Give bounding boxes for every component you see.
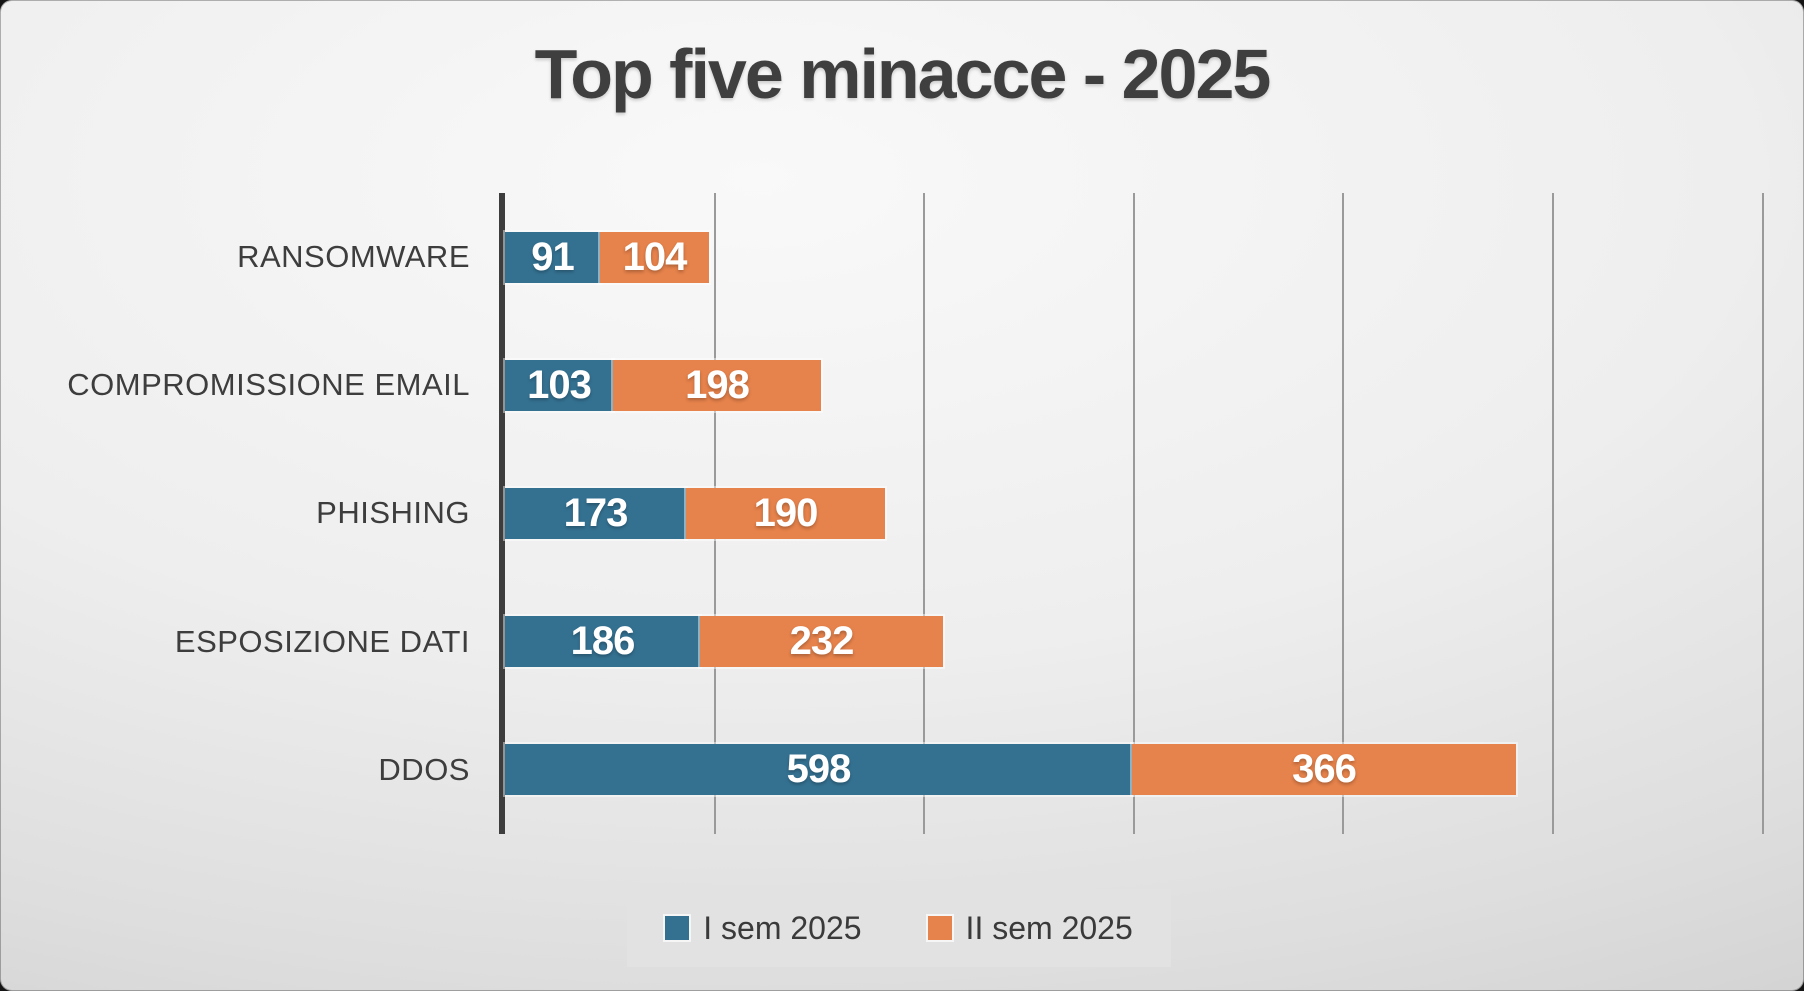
- legend-item-ii-sem-2025: II sem 2025: [925, 909, 1133, 947]
- category-label-text: PHISHING: [316, 495, 470, 530]
- category-label: RANSOMWARE: [0, 193, 470, 321]
- category-label: COMPROMISSIONE EMAIL: [0, 321, 470, 449]
- category-label: DDOS: [0, 706, 470, 834]
- bar-value-label: 190: [753, 491, 819, 535]
- gridline: [923, 193, 925, 834]
- category-label-text: ESPOSIZIONE DATI: [174, 624, 470, 659]
- bar-segment: 232: [698, 614, 945, 669]
- bar-value-label: 103: [527, 363, 592, 407]
- legend-swatch-ii-sem-2025-icon: [925, 914, 954, 942]
- bar-value-label: 91: [531, 235, 574, 279]
- bar-segment: 186: [503, 614, 702, 669]
- category-label: ESPOSIZIONE DATI: [0, 578, 470, 706]
- bar-value-label: 186: [570, 619, 636, 663]
- legend-label-ii-sem-2025: II sem 2025: [965, 909, 1133, 946]
- gridline: [1762, 193, 1764, 834]
- gridline: [1133, 193, 1135, 834]
- category-label-text: COMPROMISSIONE EMAIL: [67, 367, 470, 402]
- bar-value-label: 198: [685, 363, 750, 407]
- bar-segment: 104: [598, 230, 711, 285]
- chart-title: Top five minacce - 2025: [534, 35, 1272, 113]
- bar-value-label: 232: [789, 619, 855, 663]
- bar-segment: 598: [503, 742, 1134, 797]
- bar-segment: 103: [503, 358, 615, 413]
- gridline: [1552, 193, 1554, 834]
- legend: I sem 2025 II sem 2025: [627, 889, 1171, 967]
- bar-segment: 173: [503, 486, 688, 541]
- y-axis-line: [499, 193, 505, 834]
- bar-value-label: 598: [786, 747, 852, 791]
- bar-segment: 198: [611, 358, 823, 413]
- category-label: PHISHING: [0, 449, 470, 577]
- legend-item-i-sem-2025: I sem 2025: [663, 909, 862, 947]
- category-label-text: RANSOMWARE: [237, 239, 470, 274]
- bar-segment: 366: [1130, 742, 1518, 797]
- bar-value-label: 173: [563, 491, 629, 535]
- bar-segment: 190: [684, 486, 887, 541]
- category-label-text: DDOS: [378, 752, 470, 787]
- bar-value-label: 104: [622, 235, 688, 279]
- bar-value-label: 366: [1292, 747, 1357, 791]
- gridline: [1342, 193, 1344, 834]
- legend-label-i-sem-2025: I sem 2025: [703, 909, 862, 946]
- bar-segment: 91: [503, 230, 602, 285]
- legend-swatch-i-sem-2025-icon: [663, 914, 692, 942]
